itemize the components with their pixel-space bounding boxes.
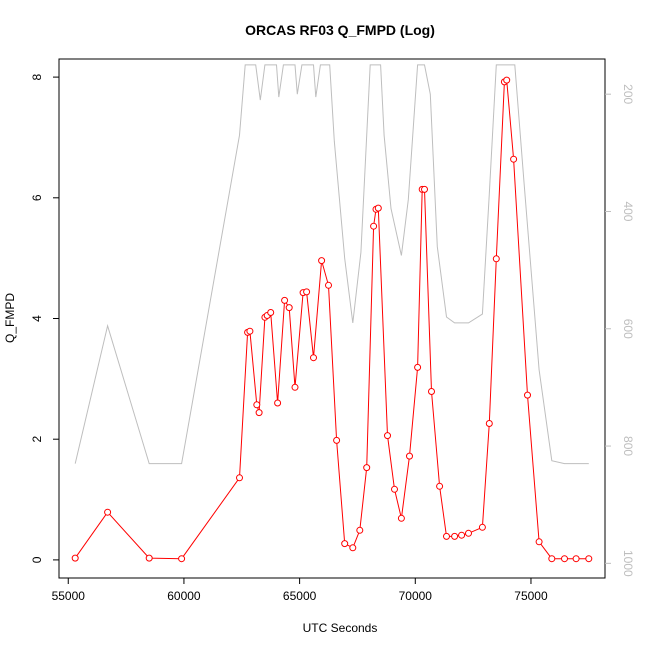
data-point bbox=[104, 508, 112, 516]
x-tick-label: 55000 bbox=[52, 589, 86, 603]
data-point bbox=[478, 523, 486, 531]
data-point bbox=[510, 155, 518, 163]
y-axis: 0 2 4 6 8 bbox=[30, 73, 59, 563]
data-point bbox=[267, 309, 275, 316]
data-point bbox=[443, 532, 450, 540]
y2-tick-label: 1000 bbox=[621, 550, 635, 577]
data-point bbox=[255, 409, 263, 417]
data-point bbox=[236, 474, 243, 482]
data-point bbox=[548, 555, 556, 563]
data-point bbox=[391, 485, 398, 493]
data-point bbox=[178, 555, 186, 563]
data-point bbox=[356, 526, 364, 534]
data-point bbox=[291, 383, 299, 391]
data-point bbox=[310, 354, 317, 362]
data-point bbox=[274, 399, 282, 407]
x-axis: 55000 60000 65000 70000 75000 bbox=[52, 578, 548, 603]
y2-tick-label: 400 bbox=[621, 201, 635, 221]
data-point bbox=[253, 401, 261, 409]
data-point bbox=[485, 420, 493, 427]
y-tick-label: 0 bbox=[30, 556, 44, 563]
series-line-1 bbox=[74, 64, 589, 465]
data-point bbox=[281, 296, 289, 304]
data-point bbox=[71, 554, 79, 562]
y-tick-label: 6 bbox=[30, 194, 44, 201]
x-axis-label: UTC Seconds bbox=[303, 621, 378, 635]
data-point bbox=[535, 538, 543, 546]
x-tick-label: 70000 bbox=[399, 589, 433, 603]
data-point bbox=[341, 540, 349, 548]
data-point bbox=[303, 288, 311, 296]
y2-tick-label: 600 bbox=[621, 319, 635, 339]
x-tick-label: 65000 bbox=[283, 589, 317, 603]
series-line-0 bbox=[74, 79, 589, 560]
data-point bbox=[585, 555, 593, 563]
data-point bbox=[465, 529, 472, 537]
data-point bbox=[458, 531, 466, 539]
data-point bbox=[318, 257, 326, 265]
secondary-y-axis: 200 400 600 800 1000 bbox=[605, 84, 635, 577]
series-1 bbox=[74, 64, 589, 465]
plot-area bbox=[71, 64, 593, 563]
data-point bbox=[451, 532, 459, 540]
y-tick-label: 2 bbox=[30, 436, 44, 443]
series-0 bbox=[71, 76, 593, 563]
data-point bbox=[492, 255, 500, 263]
y2-tick-label: 200 bbox=[621, 84, 635, 104]
data-point bbox=[397, 514, 405, 522]
data-point bbox=[503, 76, 511, 84]
data-point bbox=[524, 391, 531, 399]
y-tick-label: 4 bbox=[30, 315, 44, 322]
data-point bbox=[333, 436, 341, 444]
data-point bbox=[363, 464, 371, 472]
x-tick-label: 75000 bbox=[514, 589, 548, 603]
data-point bbox=[436, 482, 444, 490]
data-point bbox=[246, 327, 254, 335]
data-point bbox=[145, 554, 153, 562]
y-axis-label: Q_FMPD bbox=[3, 293, 17, 343]
y-tick-label: 8 bbox=[30, 73, 44, 80]
data-point bbox=[414, 363, 422, 371]
data-point bbox=[285, 304, 293, 312]
data-point bbox=[349, 544, 357, 552]
data-point bbox=[374, 204, 382, 212]
data-point bbox=[325, 281, 332, 289]
data-point bbox=[421, 185, 428, 193]
x-tick-label: 60000 bbox=[167, 589, 201, 603]
data-point bbox=[561, 555, 568, 563]
y2-tick-label: 800 bbox=[621, 436, 635, 456]
data-point bbox=[370, 222, 378, 230]
data-point bbox=[572, 555, 580, 563]
data-point bbox=[384, 432, 391, 440]
data-point bbox=[428, 388, 435, 395]
chart-title: ORCAS RF03 Q_FMPD (Log) bbox=[245, 22, 435, 38]
data-point bbox=[406, 452, 413, 460]
